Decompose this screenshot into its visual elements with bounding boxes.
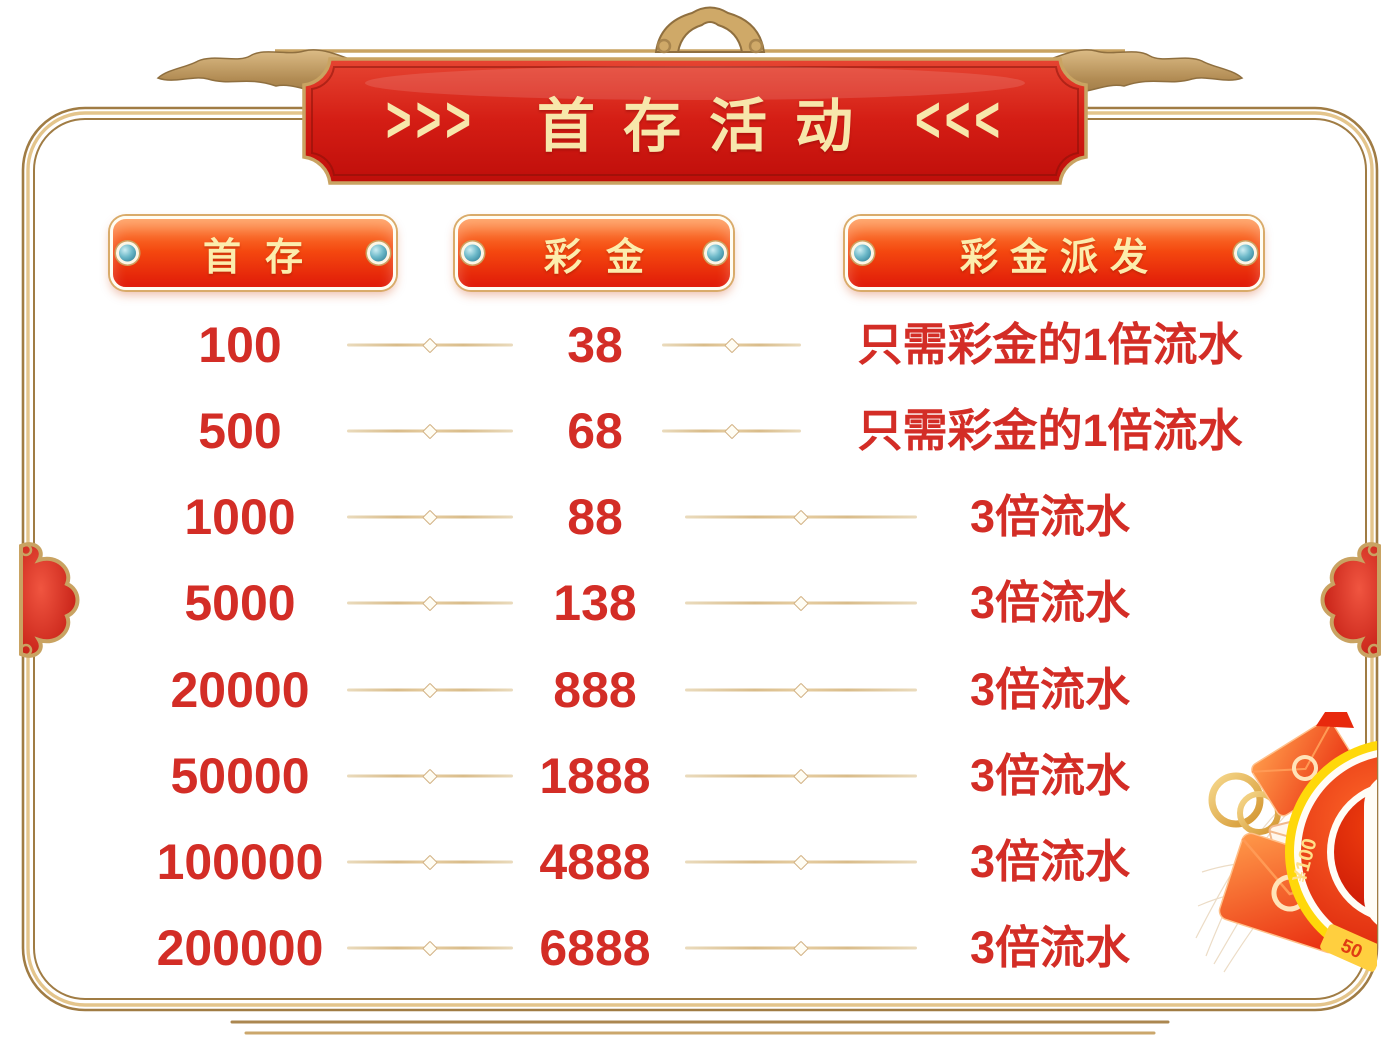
connector-diamond-icon: [723, 423, 740, 439]
table-row: 100000 4888 3倍流水: [0, 819, 1400, 905]
deposit-value: 500: [198, 403, 282, 459]
deposit-value: 50000: [170, 748, 310, 804]
connector-line: [685, 940, 917, 956]
bonus-value: 4888: [539, 834, 651, 890]
bonus-value: 68: [567, 403, 623, 459]
pin-icon: [851, 241, 874, 265]
bonus-value: 138: [553, 575, 637, 631]
payout-value: 3倍流水: [969, 922, 1131, 973]
table-row: 50000 1888 3倍流水: [0, 733, 1400, 819]
column-header-payout: 彩金派发: [845, 216, 1263, 290]
column-header-bonus: 彩金: [455, 216, 733, 290]
connector-line: [347, 509, 513, 525]
payout-value: 3倍流水: [969, 577, 1131, 628]
connector-diamond-icon: [422, 682, 438, 698]
connector-diamond-icon: [422, 509, 438, 525]
pin-icon: [461, 241, 484, 265]
deposit-value: 100000: [156, 834, 324, 890]
pin-icon: [367, 241, 390, 265]
connector-line: [685, 509, 917, 525]
bonus-value: 888: [553, 662, 637, 718]
connector-diamond-icon: [422, 854, 438, 870]
connector-line: [685, 595, 917, 611]
connector-diamond-icon: [793, 682, 809, 698]
page-title: >>> 首存活动 <<<: [300, 55, 1090, 187]
connector-line: [347, 940, 513, 956]
pin-icon: [116, 241, 139, 265]
table-row: 200000 6888 3倍流水: [0, 905, 1400, 991]
table-row: 100 38 只需彩金的1倍流水: [0, 302, 1400, 388]
connector-diamond-icon: [793, 768, 809, 784]
table-row: 20000 888 3倍流水: [0, 647, 1400, 733]
connector-diamond-icon: [723, 337, 740, 353]
cloud-medallion-right: [1320, 542, 1381, 658]
connector-line: [347, 595, 513, 611]
cloud-medallion-left: [19, 542, 80, 658]
connector-diamond-icon: [422, 337, 438, 353]
title-plaque: >>> 首存活动 <<<: [300, 55, 1090, 187]
connector-line: [685, 768, 917, 784]
red-envelope-badge-decoration: ¥100 50: [1195, 712, 1377, 973]
title-plaque-background: [302, 57, 1088, 185]
deposit-value: 5000: [184, 575, 296, 631]
gold-ring-icon: [1208, 772, 1264, 828]
connector-line: [662, 423, 801, 439]
connector-diamond-icon: [793, 595, 809, 611]
table-row: 5000 138 3倍流水: [0, 560, 1400, 646]
right-chevrons-icon: <<<: [915, 83, 1005, 158]
ribbon-icon: [1316, 712, 1354, 728]
connector-line: [685, 682, 917, 698]
payout-value: 只需彩金的1倍流水: [857, 405, 1243, 456]
hanging-bar: [275, 6, 1125, 54]
cloud-hook-icon: [654, 6, 766, 53]
deposit-value: 1000: [184, 489, 296, 545]
table-row: 500 68 只需彩金的1倍流水: [0, 388, 1400, 474]
connector-diamond-icon: [422, 940, 438, 956]
connector-line: [662, 337, 801, 353]
connector-line: [347, 337, 513, 353]
payout-value: 3倍流水: [969, 491, 1131, 542]
column-header-label: 彩金派发: [959, 236, 1160, 279]
payout-value: 3倍流水: [969, 750, 1131, 801]
connector-diamond-icon: [422, 768, 438, 784]
column-header-label: 首存: [202, 236, 327, 279]
connector-diamond-icon: [422, 423, 438, 439]
connector-line: [347, 854, 513, 870]
coin-badge-icon: ¥100 50: [1285, 712, 1377, 972]
connector-diamond-icon: [793, 854, 809, 870]
bonus-value: 88: [567, 489, 623, 545]
left-chevrons-icon: >>>: [385, 83, 475, 158]
connector-line: [347, 423, 513, 439]
payout-value: 只需彩金的1倍流水: [857, 319, 1243, 370]
connector-line: [347, 768, 513, 784]
bonus-value: 38: [567, 317, 623, 373]
pin-icon: [1234, 241, 1257, 265]
page-title-text: 首存活动: [536, 94, 881, 159]
connector-diamond-icon: [793, 509, 809, 525]
payout-value: 3倍流水: [969, 664, 1131, 715]
deposit-value: 20000: [170, 662, 310, 718]
column-header-deposit: 首存: [110, 216, 396, 290]
connector-line: [685, 854, 917, 870]
pin-icon: [704, 241, 727, 265]
deposit-value: 100: [198, 317, 282, 373]
deposit-value: 200000: [156, 920, 324, 976]
red-envelope-icon: [1251, 719, 1359, 817]
connector-line: [347, 682, 513, 698]
bonus-value: 1888: [539, 748, 651, 804]
column-header-label: 彩金: [543, 236, 668, 279]
bonus-value: 6888: [539, 920, 651, 976]
connector-diamond-icon: [793, 940, 809, 956]
payout-value: 3倍流水: [969, 836, 1131, 887]
table-row: 1000 88 3倍流水: [0, 474, 1400, 560]
connector-diamond-icon: [422, 595, 438, 611]
price-tag-icon: 50: [1320, 924, 1377, 972]
